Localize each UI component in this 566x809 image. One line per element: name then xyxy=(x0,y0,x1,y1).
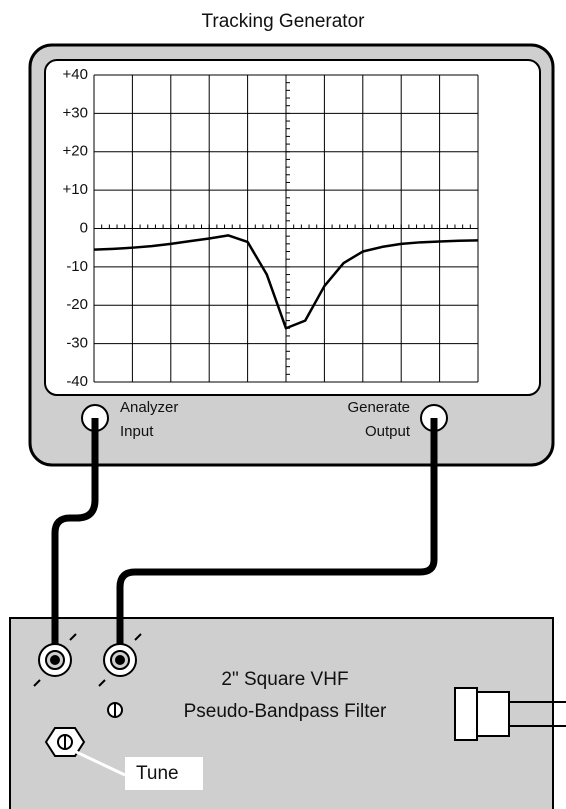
y-tick-label: +40 xyxy=(63,66,88,83)
y-tick-label: +30 xyxy=(63,104,88,121)
y-tick-label: -40 xyxy=(66,373,88,390)
y-tick-label: -20 xyxy=(66,296,88,313)
tune-box xyxy=(125,757,203,790)
y-tick-label: +10 xyxy=(63,181,88,198)
title: Tracking Generator xyxy=(202,11,366,32)
grid xyxy=(93,74,479,383)
trace xyxy=(93,234,479,330)
label: Input xyxy=(120,423,154,440)
y-tick-label: -10 xyxy=(66,258,88,275)
y-tick-label: 0 xyxy=(80,219,88,236)
cable xyxy=(116,418,438,660)
cable xyxy=(51,418,99,660)
filter-label: 2" Square VHF xyxy=(221,669,348,690)
label: Generate xyxy=(347,399,410,416)
filter-connectors xyxy=(33,633,566,777)
label: Analyzer xyxy=(120,399,178,416)
y-tick-label: -30 xyxy=(66,335,88,352)
filter-label: Pseudo-Bandpass Filter xyxy=(184,701,387,722)
tune-label: Tune xyxy=(136,763,179,784)
y-tick-label: +20 xyxy=(63,143,88,160)
screen xyxy=(44,59,541,396)
label: Output xyxy=(365,423,411,440)
